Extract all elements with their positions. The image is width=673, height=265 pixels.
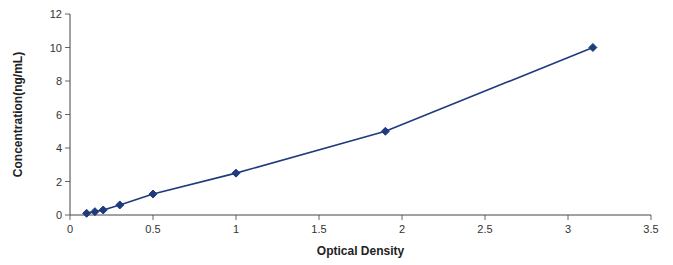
x-tick bbox=[485, 215, 486, 220]
y-tick bbox=[65, 14, 70, 15]
y-tick bbox=[65, 47, 70, 48]
plot-area bbox=[83, 44, 597, 218]
y-tick-label: 8 bbox=[56, 75, 62, 87]
y-tick bbox=[65, 148, 70, 149]
y-tick-label: 6 bbox=[56, 109, 62, 121]
y-tick-label: 12 bbox=[50, 8, 62, 20]
marker bbox=[381, 127, 389, 135]
marker bbox=[149, 190, 157, 198]
x-tick bbox=[236, 215, 237, 220]
x-tick bbox=[153, 215, 154, 220]
x-tick-label: 0.5 bbox=[145, 223, 160, 235]
y-tick bbox=[65, 114, 70, 115]
x-tick bbox=[651, 215, 652, 220]
x-tick-label: 1 bbox=[233, 223, 239, 235]
x-tick-label: 2.5 bbox=[477, 223, 492, 235]
x-tick bbox=[402, 215, 403, 220]
marker bbox=[589, 44, 597, 52]
y-axis-line bbox=[70, 14, 71, 215]
y-tick bbox=[65, 81, 70, 82]
y-tick-label: 4 bbox=[56, 142, 62, 154]
x-tick-label: 3 bbox=[565, 223, 571, 235]
chart-container: 0 2 4 6 8 10 12 0 0.5 1 1.5 2 2.5 3 3.5 Optical Density… bbox=[0, 0, 673, 265]
x-axis-line bbox=[70, 215, 651, 216]
x-tick bbox=[568, 215, 569, 220]
marker bbox=[116, 201, 124, 209]
x-tick-label: 1.5 bbox=[311, 223, 326, 235]
x-tick-label: 3.5 bbox=[643, 223, 658, 235]
x-tick bbox=[70, 215, 71, 220]
marker bbox=[91, 208, 99, 216]
x-tick-label: 2 bbox=[399, 223, 405, 235]
marker bbox=[232, 169, 240, 177]
x-axis-label: Optical Density bbox=[317, 244, 405, 258]
y-tick-label: 0 bbox=[56, 209, 62, 221]
x-tick bbox=[319, 215, 320, 220]
y-tick bbox=[65, 215, 70, 216]
line bbox=[87, 48, 593, 214]
marker bbox=[99, 206, 107, 214]
y-tick-label: 10 bbox=[50, 42, 62, 54]
y-tick bbox=[65, 181, 70, 182]
y-axis-label: Concentration(ng/mL) bbox=[11, 52, 25, 177]
x-tick-label: 0 bbox=[67, 223, 73, 235]
axes: 0 2 4 6 8 10 12 0 0.5 1 1.5 2 2.5 3 3.5 bbox=[50, 8, 659, 235]
chart-svg: 0 2 4 6 8 10 12 0 0.5 1 1.5 2 2.5 3 3.5 Optical Density… bbox=[0, 0, 673, 265]
y-tick-label: 2 bbox=[56, 176, 62, 188]
marker bbox=[83, 209, 91, 217]
